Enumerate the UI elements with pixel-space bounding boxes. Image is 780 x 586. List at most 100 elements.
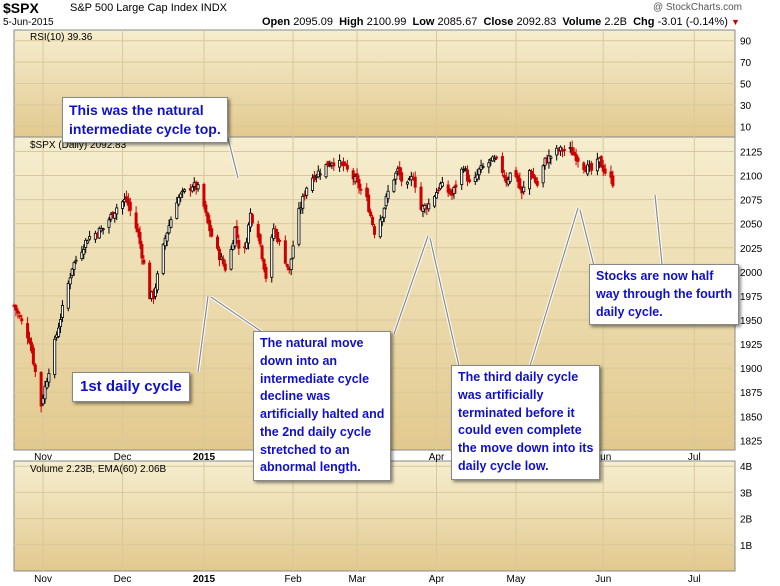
candle-body [14, 305, 18, 311]
candle-body [355, 173, 359, 182]
rsi-tick-label: 90 [740, 37, 752, 48]
candle-body [86, 240, 90, 244]
stockcharts-watermark: @ StockCharts.com [652, 2, 742, 13]
candle-body [276, 231, 280, 242]
annotation-line: The third daily cycle [458, 370, 579, 384]
candle-body [235, 226, 239, 238]
annotation-line: 1st daily cycle [80, 378, 182, 395]
candle-body [413, 176, 417, 188]
annotation-line: abnormal length. [260, 460, 361, 475]
candle-body [229, 249, 233, 270]
x-tick-label: Jun [595, 452, 611, 463]
volume-tick-label: 1B [740, 541, 753, 552]
candle-body [514, 169, 518, 177]
candle-body [297, 208, 301, 245]
volume-value: 2.2B [604, 16, 627, 28]
x-tick-label: Jun [595, 574, 611, 585]
candle-body [272, 228, 276, 239]
candle-body [343, 163, 347, 165]
candle-body [59, 319, 63, 327]
candle-body [419, 186, 423, 210]
candle-body [576, 157, 580, 162]
candle-body [202, 183, 206, 207]
annotation-line: intermediate cycle [260, 371, 370, 386]
candle-body [107, 219, 111, 228]
candle-body [66, 282, 70, 309]
candle-body [237, 239, 241, 249]
candle-body [219, 256, 223, 260]
candle-body [278, 240, 282, 242]
candle-body [547, 155, 551, 164]
annotation-pointer [529, 207, 579, 367]
candle-body [367, 194, 371, 212]
candle-body [68, 277, 72, 285]
candle-body [440, 182, 444, 187]
x-tick-label: Apr [429, 452, 445, 463]
open-value: 2095.09 [293, 16, 333, 28]
candle-body [384, 196, 388, 207]
candle-body [487, 162, 491, 168]
annotation-line: down into an [260, 353, 338, 368]
candle-body [467, 179, 471, 182]
candle-body [217, 248, 221, 261]
candle-body [394, 172, 398, 180]
candle-body [43, 385, 47, 400]
candle-body [221, 258, 225, 265]
price-tick-label: 1900 [740, 364, 763, 375]
annotation-line: decline was [260, 389, 331, 404]
annotation-line: could even complete [458, 423, 582, 438]
candle-body [462, 169, 466, 172]
candle-body [128, 202, 132, 211]
low-value: 2085.67 [437, 16, 478, 28]
ohlc-readout: Open 2095.09 High 2100.99 Low 2085.67 Cl… [262, 16, 740, 28]
price-tick-label: 2050 [740, 220, 763, 231]
x-tick-label: May [507, 574, 526, 585]
candle-body [231, 243, 235, 250]
candle-body [204, 204, 208, 213]
candle-body [572, 151, 576, 156]
candle-body [405, 181, 409, 185]
chart-symbol: $SPX [3, 0, 39, 16]
candle-body [122, 198, 126, 203]
candle-body [31, 347, 35, 365]
candle-body [260, 245, 264, 260]
volume-label: Volume [562, 16, 602, 28]
candle-body [574, 153, 578, 161]
candle-body [285, 264, 289, 268]
candle-body [161, 243, 165, 274]
chart-date: 5-Jun-2015 [3, 17, 54, 28]
candle-body [371, 216, 375, 226]
candle-body [250, 214, 254, 224]
candle-body [20, 318, 24, 322]
candle-body [427, 203, 431, 210]
price-tick-label: 1875 [740, 388, 763, 399]
candle-body [372, 226, 376, 235]
candle-body [115, 207, 119, 215]
annotation-fourth-cycle: Stocks are now half way through the four… [589, 264, 740, 326]
candle-body [324, 164, 328, 178]
candle-body [206, 212, 210, 224]
candle-body [39, 372, 43, 407]
x-tick-label: 2015 [193, 574, 216, 585]
candle-body [57, 327, 61, 337]
price-tick-label: 2100 [740, 172, 763, 183]
candle-body [508, 172, 512, 182]
candle-body [586, 164, 590, 175]
candle-body [33, 364, 37, 372]
annotation-line: daily cycle. [596, 304, 663, 319]
candle-body [289, 258, 293, 270]
candle-body [223, 263, 227, 271]
candle-body [590, 162, 594, 171]
candle-body [531, 173, 535, 179]
candle-body [599, 156, 603, 168]
candle-body [113, 212, 117, 219]
candle-body [196, 184, 200, 190]
candle-body [167, 225, 171, 234]
candle-body [454, 184, 458, 188]
candle-body [481, 166, 485, 168]
annotation-third-cycle: The third daily cycle was artificially t… [451, 365, 601, 480]
x-tick-label: Dec [114, 574, 132, 585]
annotation-line: daily cycle low. [458, 458, 549, 473]
chg-value: -3.01 (-0.14%) [657, 16, 728, 28]
annotation-halted-decline: The natural move down into an intermedia… [253, 331, 392, 481]
